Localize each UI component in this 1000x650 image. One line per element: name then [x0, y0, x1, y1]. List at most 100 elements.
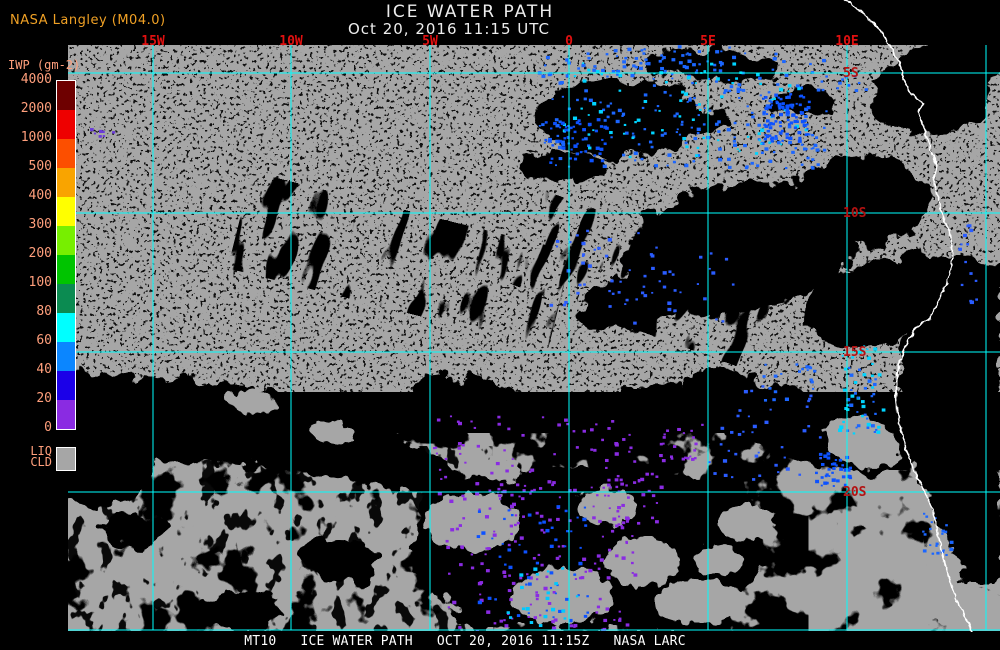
ice-speckle — [553, 121, 557, 126]
ice-speckle — [867, 356, 872, 360]
ice-speckle — [605, 53, 609, 56]
ice-speckle — [503, 619, 506, 622]
ice-speckle — [765, 113, 769, 115]
ice-speckle — [508, 616, 513, 619]
ice-speckle — [552, 590, 556, 594]
ice-speckle — [593, 248, 596, 251]
ice-speckle — [554, 164, 557, 167]
ice-speckle — [854, 89, 859, 93]
ice-speckle — [433, 446, 436, 450]
ice-speckle — [944, 530, 948, 534]
ice-speckle — [841, 354, 844, 357]
liquid-cloud-swatch — [56, 447, 76, 471]
ice-speckle — [592, 129, 595, 132]
ice-speckle — [802, 429, 807, 433]
ice-speckle — [823, 126, 826, 129]
ice-speckle — [692, 160, 696, 163]
ice-speckle — [969, 272, 973, 275]
ice-speckle — [607, 494, 610, 497]
ice-speckle — [535, 591, 539, 594]
ice-speckle — [645, 472, 649, 476]
ice-speckle — [806, 123, 809, 126]
ice-speckle — [789, 103, 793, 107]
ice-speckle — [791, 113, 795, 117]
ice-speckle — [935, 542, 939, 546]
ice-speckle — [568, 489, 572, 492]
ice-speckle — [622, 438, 626, 441]
ice-speckle — [644, 58, 648, 62]
ice-speckle — [579, 546, 582, 549]
ice-speckle — [675, 131, 678, 134]
ice-speckle — [601, 68, 605, 73]
ice-speckle — [758, 474, 762, 477]
ice-speckle — [545, 575, 549, 579]
ice-speckle — [578, 576, 582, 580]
ice-speckle — [862, 373, 867, 377]
ice-speckle — [678, 115, 682, 118]
ice-speckle — [550, 526, 554, 530]
ice-speckle — [864, 88, 868, 92]
ice-speckle — [568, 519, 572, 523]
ice-speckle — [929, 527, 932, 531]
ice-speckle — [596, 554, 601, 558]
ice-speckle — [795, 120, 799, 123]
ice-speckle — [770, 104, 773, 107]
ice-speckle — [841, 464, 844, 467]
ice-speckle — [825, 110, 828, 113]
ice-speckle — [650, 472, 654, 476]
ice-speckle — [446, 545, 450, 550]
ice-speckle — [863, 386, 868, 390]
ice-speckle — [772, 398, 776, 402]
ice-speckle — [760, 141, 765, 146]
ice-speckle — [658, 59, 662, 63]
ice-speckle — [605, 607, 610, 611]
colorbar-segment — [57, 197, 75, 226]
ice-speckle — [876, 430, 881, 434]
ice-speckle — [652, 77, 655, 80]
ice-speckle — [617, 291, 621, 294]
ice-speckle — [872, 400, 875, 403]
ice-speckle — [787, 125, 792, 129]
ice-speckle — [695, 104, 698, 107]
ice-speckle — [503, 575, 507, 578]
ice-speckle — [741, 88, 746, 92]
colorbar-segment — [57, 400, 75, 429]
ice-speckle — [546, 570, 550, 573]
ice-speckle — [617, 108, 622, 113]
ice-speckle — [800, 120, 805, 124]
ice-speckle — [597, 246, 601, 250]
ice-speckle — [554, 592, 557, 595]
ice-speckle — [558, 609, 562, 613]
ice-speckle — [478, 508, 481, 511]
ice-speckle — [784, 166, 788, 170]
ice-speckle — [488, 507, 492, 510]
ice-speckle — [775, 100, 778, 103]
ice-speckle — [697, 114, 700, 117]
ice-speckle — [561, 609, 566, 613]
ice-speckle — [587, 144, 591, 148]
ice-speckle — [618, 619, 622, 622]
ice-speckle — [523, 484, 527, 487]
ice-speckle — [697, 50, 702, 54]
ice-speckle — [839, 467, 843, 471]
ice-speckle — [568, 618, 573, 623]
ice-speckle — [803, 119, 807, 122]
ice-speckle — [851, 356, 855, 359]
ice-speckle — [538, 487, 543, 490]
ice-speckle — [537, 553, 541, 557]
ice-speckle — [685, 145, 689, 149]
ice-speckle — [696, 127, 701, 132]
ice-speckle — [936, 551, 940, 555]
ice-speckle — [616, 474, 620, 478]
ice-speckle — [610, 529, 615, 533]
ice-speckle — [618, 89, 622, 92]
ice-speckle — [621, 115, 624, 117]
ice-speckle — [554, 118, 559, 122]
ice-speckle — [510, 513, 514, 517]
ice-speckle — [577, 67, 581, 70]
ice-speckle — [780, 105, 785, 109]
ice-speckle — [780, 143, 783, 146]
ice-speckle — [599, 558, 604, 562]
ice-speckle — [682, 432, 685, 434]
ice-speckle — [820, 80, 824, 83]
